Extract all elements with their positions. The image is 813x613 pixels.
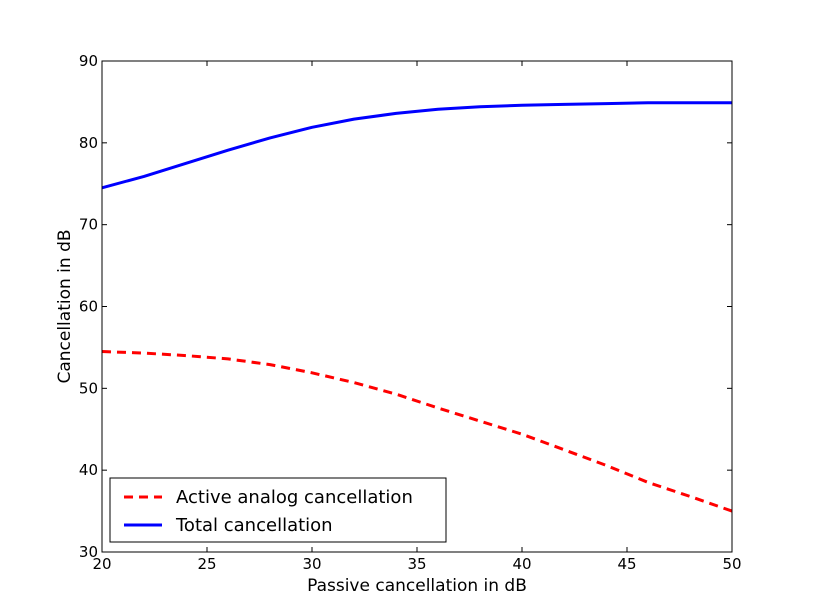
x-tick-label: 30 <box>302 555 321 573</box>
x-tick-label: 20 <box>92 555 111 573</box>
y-tick-label: 60 <box>79 298 98 316</box>
legend-box <box>109 477 447 543</box>
x-tick-label: 35 <box>407 555 426 573</box>
y-tick-label: 50 <box>79 379 98 397</box>
x-tick-label: 25 <box>197 555 216 573</box>
legend: Active analog cancellation Total cancell… <box>109 477 447 543</box>
x-axis-ticks: 20 25 30 35 40 45 50 <box>92 61 742 573</box>
x-tick-label: 50 <box>722 555 741 573</box>
series-line-active-analog <box>101 350 733 513</box>
y-tick-label: 80 <box>79 134 98 152</box>
y-tick-label: 40 <box>79 461 98 479</box>
x-tick-label: 45 <box>617 555 636 573</box>
x-axis-label: Passive cancellation in dB <box>307 576 527 596</box>
x-tick-label: 40 <box>512 555 531 573</box>
series-line-total <box>101 101 732 190</box>
y-axis-ticks: 30 40 50 60 70 80 90 <box>79 52 732 561</box>
y-tick-label: 90 <box>79 52 98 70</box>
chart-marks <box>101 101 733 513</box>
y-tick-label: 70 <box>79 216 98 234</box>
y-tick-label: 30 <box>79 543 98 561</box>
y-axis-label: Cancellation in dB <box>55 229 75 383</box>
legend-label-active-analog: Active analog cancellation <box>176 487 413 508</box>
legend-label-total: Total cancellation <box>175 515 333 536</box>
